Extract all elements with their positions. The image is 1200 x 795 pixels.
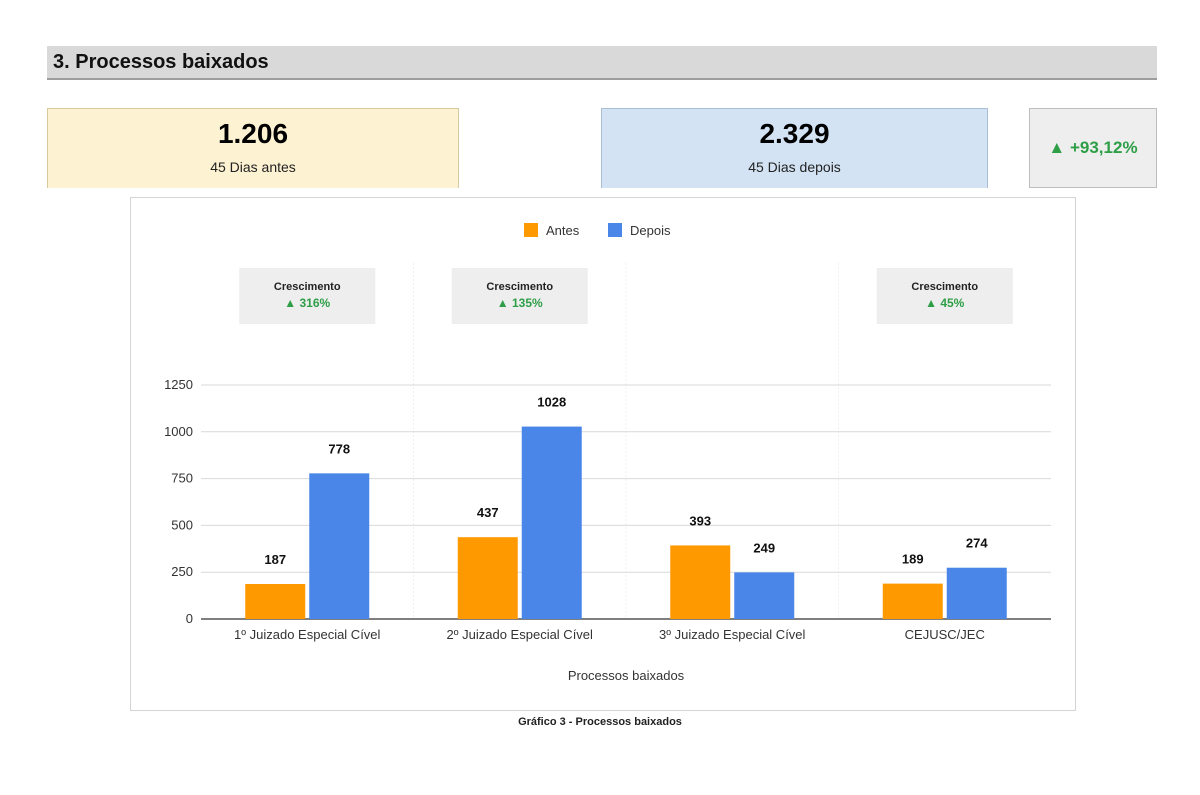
data-label: 437: [477, 505, 499, 520]
legend-swatch-depois: [608, 223, 622, 237]
y-tick-label: 1250: [164, 377, 193, 392]
bar-antes: [882, 583, 943, 619]
chart-frame: 0 250 500 750 1000 1250 187 778 1º Juizado Espec…: [130, 197, 1076, 711]
x-tick-label: 1º Juizado Especial Cível: [234, 627, 380, 642]
bar-depois: [521, 426, 582, 619]
section-header: 3. Processos baixados: [47, 46, 1157, 80]
bar-depois: [734, 572, 795, 619]
x-tick-label: 2º Juizado Especial Cível: [447, 627, 593, 642]
data-label: 249: [753, 540, 775, 555]
bar-antes: [457, 537, 518, 619]
data-label: 187: [264, 552, 286, 567]
section-title: 3. Processos baixados: [53, 51, 269, 73]
legend-label: Depois: [630, 223, 671, 238]
y-tick-label: 0: [186, 611, 193, 626]
bar-antes: [245, 583, 306, 619]
x-tick-label: CEJUSC/JEC: [905, 627, 985, 642]
growth-box-value: ▲ 45%: [925, 296, 965, 310]
kpi-growth-value: ▲ +93,12%: [1048, 138, 1138, 157]
data-label: 189: [902, 552, 924, 567]
x-tick-label: 3º Juizado Especial Cível: [659, 627, 805, 642]
kpi-before-card: 1.206 45 Dias antes: [47, 108, 459, 188]
chart-caption: Gráfico 3 - Processos baixados: [518, 716, 682, 728]
y-tick-label: 750: [171, 471, 193, 486]
bar-chart: 0 250 500 750 1000 1250 187 778 1º Juizado Espec…: [164, 223, 1051, 683]
growth-box: [451, 268, 588, 324]
kpi-growth-card: ▲ +93,12%: [1029, 108, 1157, 188]
y-tick-label: 500: [171, 517, 193, 532]
data-label: 274: [966, 536, 988, 551]
growth-box-title: Crescimento: [911, 281, 978, 293]
data-label: 1028: [537, 395, 566, 410]
growth-box: [876, 268, 1013, 324]
growth-box-title: Crescimento: [486, 281, 553, 293]
growth-box-value: ▲ 316%: [284, 296, 330, 310]
bar-depois: [946, 567, 1007, 619]
data-label: 778: [328, 441, 350, 456]
kpi-after-value: 2.329: [759, 118, 830, 149]
y-tick-label: 250: [171, 564, 193, 579]
y-tick-label: 1000: [164, 424, 193, 439]
growth-box-title: Crescimento: [274, 281, 341, 293]
legend-label: Antes: [546, 223, 580, 238]
growth-box: [239, 268, 376, 324]
kpi-before-label: 45 Dias antes: [210, 159, 296, 175]
bar-antes: [670, 545, 731, 619]
x-axis-title: Processos baixados: [568, 668, 685, 683]
kpi-before-value: 1.206: [217, 118, 289, 149]
bar-depois: [309, 473, 370, 619]
kpi-after-card: 2.329 45 Dias depois: [601, 108, 988, 188]
legend-swatch-antes: [524, 223, 538, 237]
growth-box-value: ▲ 135%: [497, 296, 543, 310]
kpi-after-label: 45 Dias depois: [748, 159, 841, 175]
data-label: 393: [689, 513, 711, 528]
